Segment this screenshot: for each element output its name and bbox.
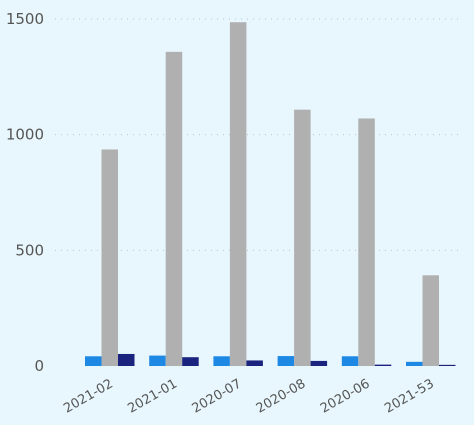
bar-2020-07-series-1 xyxy=(213,356,230,366)
y-tick-label: 0 xyxy=(34,357,44,375)
bar-2021-53-series-1 xyxy=(406,361,423,366)
y-tick-label: 500 xyxy=(15,241,44,259)
bar-2021-01-series-2 xyxy=(165,51,183,366)
bar-2021-02-series-3 xyxy=(118,353,135,366)
bar-2021-01-series-1 xyxy=(149,355,166,366)
bar-2021-53-series-3 xyxy=(439,364,456,366)
bar-2021-53-series-2 xyxy=(422,275,439,366)
x-tick-label: 2021-53 xyxy=(382,376,437,416)
y-axis-ticks: 0 500 1000 1500 xyxy=(6,10,44,375)
x-tick-label: 2020-08 xyxy=(254,376,309,416)
bar-2020-08-series-2 xyxy=(294,109,311,366)
bar-2020-06-series-2 xyxy=(358,118,375,367)
x-tick-label: 2020-06 xyxy=(318,376,373,416)
bar-2021-02-series-2 xyxy=(101,149,118,366)
bar-2020-08-series-3 xyxy=(310,360,328,366)
x-tick-label: 2021-02 xyxy=(61,376,116,416)
bar-2021-01-series-3 xyxy=(182,357,199,366)
x-tick-label: 2021-01 xyxy=(125,376,180,416)
y-tick-label: 1000 xyxy=(6,126,44,144)
bar-2020-06-series-1 xyxy=(341,356,359,366)
x-tick-label: 2020-07 xyxy=(190,376,245,416)
bar-2020-08-series-1 xyxy=(277,356,295,366)
x-axis-ticks: 2021-02 2021-01 2020-07 2020-08 2020-06 2021-… xyxy=(61,376,437,416)
y-tick-label: 1500 xyxy=(6,10,44,28)
bars xyxy=(85,22,456,367)
bar-2020-07-series-2 xyxy=(229,22,247,366)
bar-2020-06-series-3 xyxy=(374,364,392,366)
bar-2020-07-series-3 xyxy=(246,360,263,366)
bar-2021-02-series-1 xyxy=(85,356,102,366)
